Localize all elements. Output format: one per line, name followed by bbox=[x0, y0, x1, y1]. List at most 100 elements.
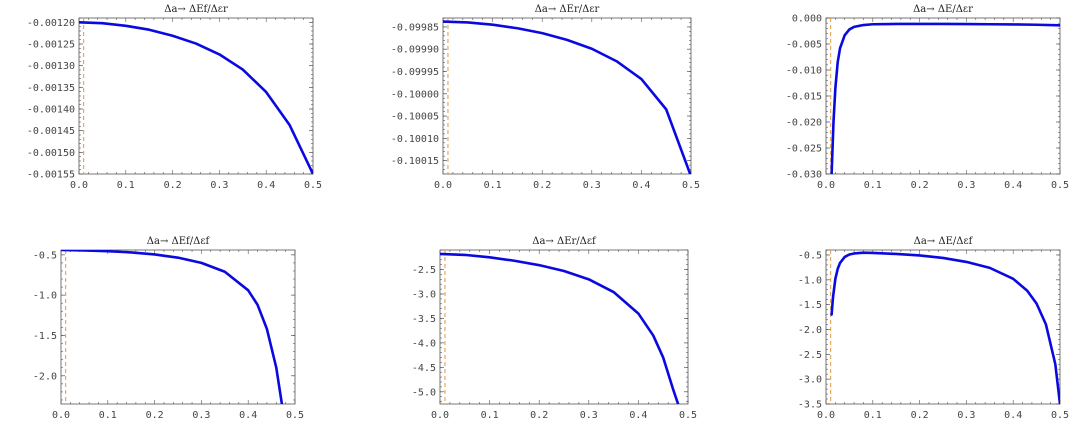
y-tick-label: -1.0 bbox=[33, 291, 57, 302]
x-tick-label: 0.1 bbox=[117, 180, 135, 191]
x-tick-label: 0.2 bbox=[911, 410, 929, 421]
y-tick-label: -1.5 bbox=[798, 300, 822, 311]
x-tick-label: 0.5 bbox=[679, 410, 697, 421]
y-tick-label: -0.10000 bbox=[391, 89, 439, 100]
y-tick-label: -0.010 bbox=[786, 66, 822, 77]
x-tick-label: 0.2 bbox=[533, 180, 551, 191]
plot-frame bbox=[442, 17, 692, 175]
panel-title: Δa→ ΔE/Δεf bbox=[914, 236, 974, 247]
plot-frame bbox=[825, 249, 1061, 405]
x-tick-label: 0.0 bbox=[70, 180, 88, 191]
plot-frame bbox=[60, 249, 296, 405]
x-tick-label: 0.2 bbox=[911, 180, 929, 191]
x-tick-label: 0.4 bbox=[1004, 180, 1022, 191]
y-tick-label: -0.030 bbox=[786, 170, 822, 181]
chart-panel-3: 0.0 0.1 0.2 0.3 0.4 0.5 0.000 -0.005 -0.010 -0.01… bbox=[786, 4, 1069, 191]
x-tick-label: 0.2 bbox=[164, 180, 182, 191]
y-tick-label: -5.0 bbox=[412, 387, 436, 398]
y-tick-label: -2.0 bbox=[33, 371, 57, 382]
y-tick-label: -4.0 bbox=[412, 338, 436, 349]
x-tick-label: 0.0 bbox=[817, 410, 835, 421]
x-tick-label: 0.0 bbox=[52, 410, 70, 421]
x-tick-label: 0.1 bbox=[481, 410, 499, 421]
y-tick-label: -4.5 bbox=[412, 363, 436, 374]
y-tick-label: -0.00140 bbox=[27, 105, 75, 116]
panel-title: Δa→ ΔEf/Δεf bbox=[147, 236, 211, 247]
x-tick-label: 0.2 bbox=[530, 410, 548, 421]
x-tick-label: 0.5 bbox=[286, 410, 304, 421]
panel-title: Δa→ ΔEr/Δεr bbox=[535, 4, 600, 15]
x-tick-label: 0.5 bbox=[304, 180, 322, 191]
y-tick-label: -0.00145 bbox=[27, 126, 75, 137]
chart-panel-6: 0.0 0.1 0.2 0.3 0.4 0.5 -0.5 -1.0 -1.5 -2.0 -2.5 -3… bbox=[798, 236, 1069, 421]
x-tick-label: 0.3 bbox=[192, 410, 210, 421]
x-tick-label: 0.3 bbox=[210, 180, 228, 191]
x-tick-label: 0.1 bbox=[99, 410, 117, 421]
plot-frame bbox=[825, 17, 1061, 175]
y-tick-label: -3.0 bbox=[412, 290, 436, 301]
y-tick-label: -0.10015 bbox=[391, 156, 439, 167]
x-tick-label: 0.3 bbox=[957, 180, 975, 191]
y-tick-label: -0.00150 bbox=[27, 148, 75, 159]
y-tick-label: -3.0 bbox=[798, 375, 822, 386]
chart-panel-2: 0.0 0.1 0.2 0.3 0.4 0.5 -0.09985 -0.09990 -0.099… bbox=[391, 4, 700, 191]
y-tick-label: -0.005 bbox=[786, 40, 822, 51]
panel-title: Δa→ ΔE/Δεr bbox=[913, 4, 973, 15]
x-tick-label: 0.4 bbox=[1004, 410, 1022, 421]
y-tick-label: -0.09985 bbox=[391, 22, 439, 33]
y-tick-label: -0.020 bbox=[786, 118, 822, 129]
series-line bbox=[830, 251, 1060, 404]
y-tick-label: 0.000 bbox=[792, 14, 822, 25]
series-line bbox=[440, 252, 680, 404]
x-tick-label: 0.3 bbox=[580, 410, 598, 421]
x-tick-label: 0.5 bbox=[1051, 410, 1069, 421]
x-tick-label: 0.1 bbox=[864, 410, 882, 421]
series-line bbox=[79, 21, 313, 174]
y-tick-label: -3.5 bbox=[412, 314, 436, 325]
y-tick-label: -0.00135 bbox=[27, 83, 75, 94]
x-tick-label: 0.3 bbox=[957, 410, 975, 421]
x-tick-label: 0.4 bbox=[239, 410, 257, 421]
chart-panel-5: 0.0 0.1 0.2 0.3 0.4 0.5 -2.5 -3.0 -3.5 -4.0 -4.5 -5… bbox=[412, 236, 697, 421]
x-tick-label: 0.1 bbox=[864, 180, 882, 191]
y-tick-label: -0.00130 bbox=[27, 61, 75, 72]
y-tick-label: -0.09990 bbox=[391, 45, 439, 56]
x-tick-label: 0.4 bbox=[629, 410, 647, 421]
y-tick-label: -2.0 bbox=[798, 325, 822, 336]
x-tick-label: 0.5 bbox=[682, 180, 700, 191]
y-tick-label: -3.5 bbox=[798, 400, 822, 411]
x-tick-label: 0.1 bbox=[484, 180, 502, 191]
panel-title: Δa→ ΔEf/Δεr bbox=[164, 4, 228, 15]
chart-panel-4: 0.0 0.1 0.2 0.3 0.4 0.5 -0.5 -1.0 -1.5 -2.0 Δa→ ΔE… bbox=[33, 236, 304, 421]
y-tick-label: -1.0 bbox=[798, 275, 822, 286]
x-tick-label: 0.0 bbox=[434, 180, 452, 191]
series-line bbox=[61, 250, 284, 404]
x-tick-label: 0.0 bbox=[431, 410, 449, 421]
y-tick-label: -0.00120 bbox=[27, 18, 75, 29]
y-tick-label: -0.015 bbox=[786, 92, 822, 103]
chart-panel-1: 0.0 0.1 0.2 0.3 0.4 0.5 -0.00120 -0.00125 -0.001… bbox=[27, 4, 322, 191]
y-tick-label: -2.5 bbox=[412, 265, 436, 276]
y-tick-label: -0.5 bbox=[33, 250, 57, 261]
x-tick-label: 0.2 bbox=[146, 410, 164, 421]
y-tick-label: -0.10010 bbox=[391, 134, 439, 145]
y-tick-label: -0.00125 bbox=[27, 40, 75, 51]
series-line bbox=[443, 20, 691, 174]
plot-frame bbox=[78, 17, 314, 175]
y-tick-label: -0.09995 bbox=[391, 67, 439, 78]
y-tick-label: -0.10005 bbox=[391, 112, 439, 123]
y-tick-label: -0.5 bbox=[798, 250, 822, 261]
y-tick-label: -0.025 bbox=[786, 144, 822, 155]
x-tick-label: 0.4 bbox=[632, 180, 650, 191]
y-tick-label: -0.00155 bbox=[27, 170, 75, 181]
y-tick-label: -2.5 bbox=[798, 350, 822, 361]
x-tick-label: 0.5 bbox=[1051, 180, 1069, 191]
series-line bbox=[830, 22, 1060, 174]
plot-frame bbox=[439, 249, 689, 405]
x-tick-label: 0.4 bbox=[257, 180, 275, 191]
x-tick-label: 0.3 bbox=[583, 180, 601, 191]
y-tick-label: -1.5 bbox=[33, 331, 57, 342]
panel-title: Δa→ ΔEr/Δεf bbox=[532, 236, 597, 247]
x-tick-label: 0.0 bbox=[817, 180, 835, 191]
